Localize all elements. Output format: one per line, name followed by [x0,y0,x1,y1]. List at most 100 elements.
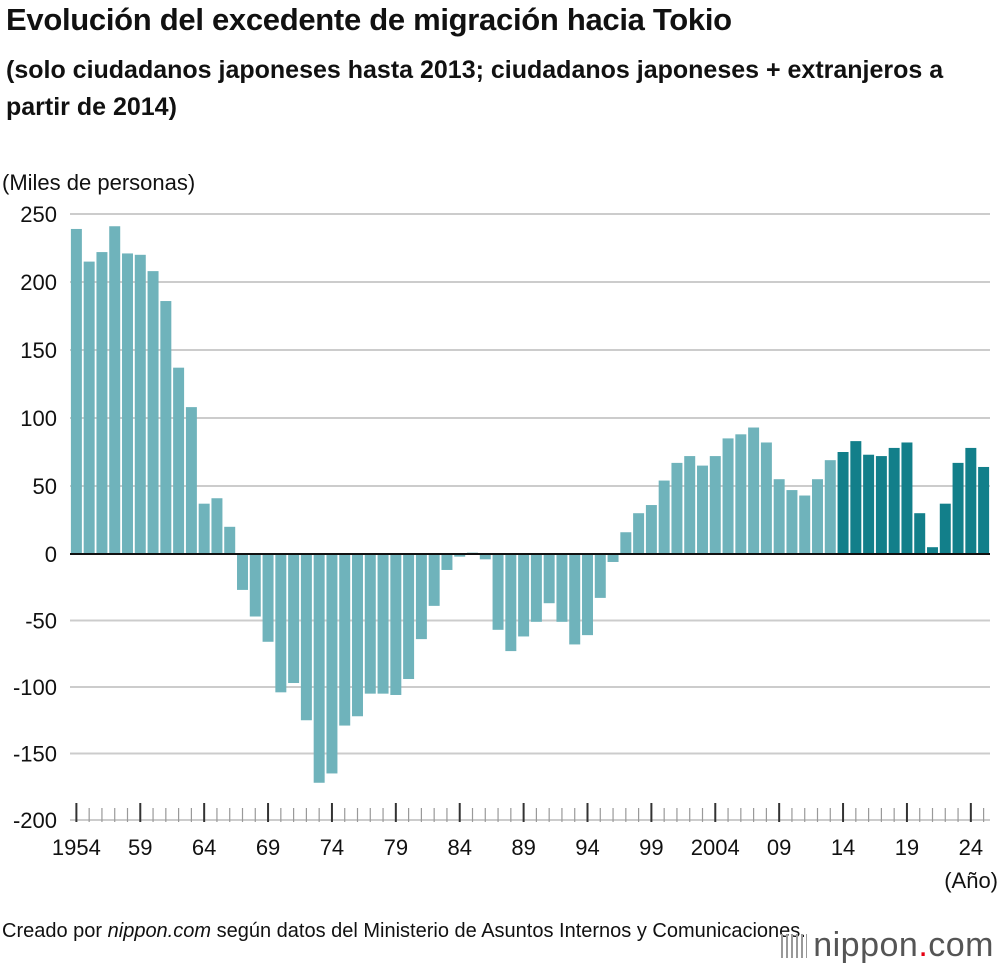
bar-1957 [109,226,121,555]
source-suffix: según datos del Ministerio de Asuntos In… [211,920,806,942]
bar-2013 [824,460,836,554]
x-tick-label: 84 [447,835,471,860]
logo-tld: com [928,926,994,964]
bar-1966 [224,526,236,554]
bar-2011 [799,495,811,554]
bar-1989 [518,554,530,637]
bar-1974 [326,554,338,774]
bar-2002 [684,456,696,554]
y-axis-label: (Miles de personas) [2,170,196,195]
bar-1981 [415,554,427,640]
y-tick-label: 150 [20,338,57,363]
bar-2014 [837,452,849,554]
bar-2024 [965,447,977,554]
logo-bars-icon [781,934,808,958]
nippon-logo: nippon.com [781,926,994,965]
y-tick-label: -200 [13,808,57,833]
source-note: Creado por nippon.com según datos del Mi… [2,918,806,945]
bar-1990 [530,554,542,622]
x-tick-label: 59 [128,835,152,860]
bar-1979 [390,554,402,695]
bar-1977 [364,554,376,694]
bar-1969 [262,554,274,642]
bar-2015 [850,441,862,554]
bar-1959 [134,254,146,555]
bar-1973 [313,554,325,783]
bar-1999 [645,505,657,554]
bar-1962 [173,367,185,554]
bar-2006 [735,434,747,554]
x-tick-label: 19 [895,835,919,860]
bar-1956 [96,252,108,554]
bar-1996 [607,554,619,562]
y-tick-label: -100 [13,675,57,700]
y-tick-label: -150 [13,742,57,767]
x-tick-label: 14 [831,835,855,860]
x-tick-label: 74 [320,835,344,860]
bar-1972 [300,554,312,721]
bar-2025 [978,466,990,554]
bar-2008 [760,442,772,554]
x-tick-label: 79 [384,835,408,860]
bar-2000 [658,480,670,554]
bar-2003 [697,465,708,554]
x-tick-label: 1954 [52,835,101,860]
bar-2016 [863,454,875,554]
bar-1988 [505,554,517,652]
bar-2009 [773,479,785,554]
bar-2018 [888,447,900,554]
bar-2023 [952,462,964,554]
y-tick-label: -50 [25,609,57,634]
x-tick-label: 69 [256,835,280,860]
bar-1978 [377,554,389,694]
bar-1965 [211,498,223,554]
bar-1970 [275,554,287,693]
bar-2005 [722,438,734,554]
x-tick-label: 24 [959,835,983,860]
bar-1984 [454,554,466,557]
bar-1994 [582,554,593,636]
bar-1964 [198,503,210,554]
bar-1995 [594,554,606,598]
bar-1993 [569,554,581,645]
bar-1991 [543,554,555,604]
bar-1976 [352,554,363,717]
y-tick-label: 0 [45,542,57,567]
chart-subtitle: (solo ciudadanos japoneses hasta 2013; c… [6,56,944,121]
bar-1975 [339,554,351,726]
bar-1958 [122,253,133,554]
bar-2012 [812,479,823,554]
bar-1968 [249,554,261,617]
source-prefix: Creado por [2,920,108,942]
source-site: nippon.com [107,920,212,942]
bar-1971 [288,554,300,684]
bar-1963 [185,407,197,554]
x-axis-label: (Año) [944,868,998,893]
bar-1967 [237,554,248,590]
bar-2017 [875,456,887,554]
x-tick-label: 89 [511,835,535,860]
bar-1955 [83,261,95,554]
x-tick-label: 09 [767,835,791,860]
x-tick-label: 94 [575,835,599,860]
bar-2010 [786,490,798,554]
chart-title: Evolución del excedente de migración hac… [6,2,732,37]
bar-1980 [403,554,415,680]
logo-main: nippon [813,926,919,964]
bar-1961 [160,301,172,554]
y-tick-label: 200 [20,270,57,295]
bar-1960 [147,271,159,554]
bar-2020 [914,513,926,554]
logo-dot: . [918,926,929,964]
x-tick-label: 2004 [691,835,740,860]
bar-2004 [709,456,721,554]
y-tick-label: 100 [20,406,57,431]
bar-1997 [620,532,632,554]
bar-1983 [441,554,453,570]
bar-2022 [939,503,951,554]
bar-1992 [556,554,568,622]
bar-1986 [479,554,491,560]
y-tick-label: 250 [20,202,57,227]
bar-2001 [671,462,683,554]
